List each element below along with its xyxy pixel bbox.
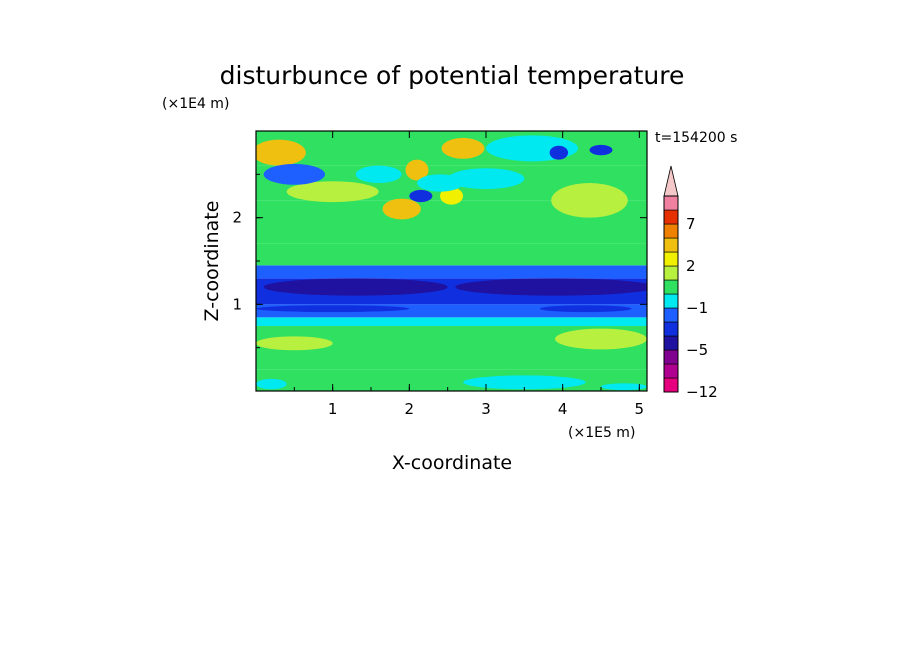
contour-band-3: [256, 317, 647, 326]
x-tick-label: 2: [405, 400, 415, 418]
contour-feature-12: [549, 145, 569, 160]
x-tick-label: 1: [328, 400, 338, 418]
contour-feature-20: [256, 336, 333, 351]
contour-band-6: [256, 265, 647, 279]
feature-layer: [256, 135, 647, 391]
y-unit-label: (×1E4 m): [162, 96, 229, 112]
colorbar-segment: [663, 209, 679, 225]
contour-feature-9: [409, 189, 433, 203]
colorbar-label: −12: [686, 383, 718, 401]
colorbar-segment: [663, 335, 679, 351]
y-axis: 12: [232, 173, 647, 349]
contour-feature-4: [382, 198, 421, 220]
x-tick-label: 4: [558, 400, 568, 418]
contour-feature-17: [455, 278, 647, 296]
contour-feature-2: [355, 165, 402, 183]
colorbar-segment: [663, 321, 679, 337]
colorbar-segment: [663, 293, 679, 309]
colorbar-segment: [663, 265, 679, 281]
colorbar-label: −1: [686, 299, 708, 317]
y-tick-label: 1: [232, 295, 242, 313]
contour-feature-5: [405, 159, 429, 181]
x-axis: 1 2 3 4 5: [255, 131, 645, 418]
colorbar-segment: [663, 377, 679, 393]
time-label: t=154200 s: [655, 130, 737, 146]
colorbar-frame: [663, 195, 679, 393]
contour-feature-0: [256, 139, 306, 166]
contour-feature-25: [462, 375, 586, 390]
contour-feature-23: [555, 328, 647, 350]
contour-band-1: [256, 352, 647, 370]
y-tick-label: 2: [232, 209, 242, 227]
contour-feature-10: [447, 168, 525, 190]
contour-feature-3: [263, 163, 326, 185]
colorbar-extend-arrow: [663, 165, 679, 197]
colorbar: 7 2 −1 −5 −12: [663, 165, 718, 401]
colorbar-segment: [663, 195, 679, 211]
contour-band-0: [256, 369, 647, 391]
contour-feature-26: [601, 383, 647, 391]
contour-feature-24: [256, 378, 287, 390]
colorbar-segment: [663, 307, 679, 323]
contour-feature-21: [340, 339, 417, 357]
colorbar-segment: [663, 363, 679, 379]
x-tick-label: 3: [481, 400, 491, 418]
contour-feature-1: [286, 181, 379, 203]
colorbar-segment: [663, 349, 679, 365]
contour-band-7: [256, 243, 647, 266]
contour-feature-6: [441, 137, 485, 159]
colorbar-segment: [663, 279, 679, 295]
y-axis-title: Z-coordinate: [201, 201, 223, 322]
contour-feature-14: [551, 183, 628, 218]
contour-feature-13: [589, 144, 613, 156]
colorbar-segment: [663, 223, 679, 239]
contour-feature-7: [440, 187, 463, 205]
colorbar-segment: [663, 251, 679, 267]
contour-feature-22: [424, 334, 517, 353]
x-axis-title: X-coordinate: [392, 452, 512, 474]
x-unit-label: (×1E5 m): [568, 425, 635, 441]
colorbar-label: 7: [686, 215, 696, 233]
contour-feature-15: [612, 142, 647, 164]
chart-title: disturbunce of potential temperature: [220, 61, 685, 90]
colorbar-label: −5: [686, 341, 708, 359]
colorbar-segment: [663, 237, 679, 253]
contour-feature-16: [263, 278, 448, 296]
contour-feature-18: [256, 305, 410, 313]
contour-field: [256, 131, 647, 391]
contour-feature-19: [539, 305, 632, 313]
x-tick-label: 5: [635, 400, 645, 418]
colorbar-label: 2: [686, 257, 696, 275]
